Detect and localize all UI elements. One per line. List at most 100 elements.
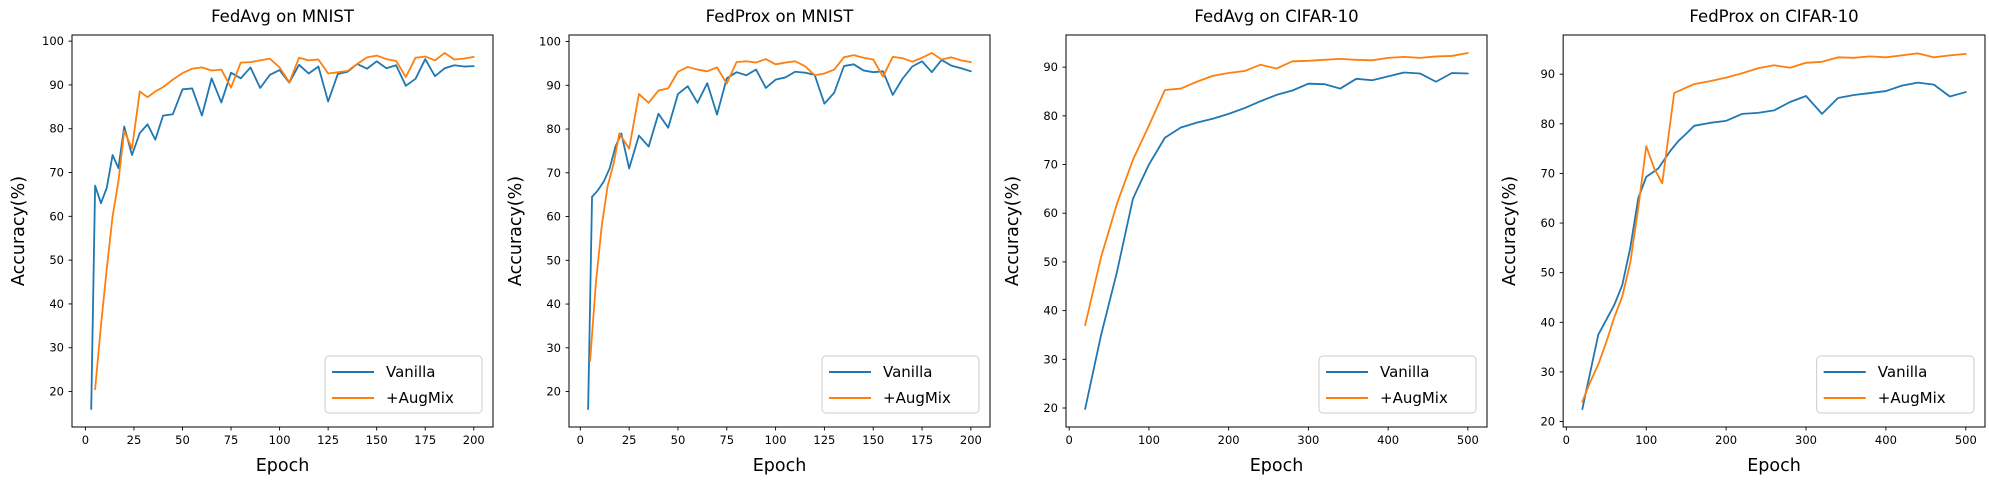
y-tick-label: 20 [546,385,561,399]
y-tick-label: 30 [546,341,561,355]
legend-label: +AugMix [1878,389,1946,407]
x-axis-label: Epoch [1747,456,1801,476]
chart-svg-fedprox-mnist: 0 25 50 75 100 125 150 175 200 20 30 40 50 60 70 80 90 10… [506,7,991,476]
y-tick-label: 90 [1043,60,1058,74]
y-tick-label: 50 [546,253,561,267]
x-tick-label: 25 [127,433,142,447]
y-tick-label: 90 [546,78,561,92]
y-tick-label: 100 [42,34,64,48]
legend-label: +AugMix [1380,389,1448,407]
y-axis-label: Accuracy(%) [506,176,526,286]
series-line-augmix [1084,52,1469,327]
y-tick-label: 40 [1540,315,1555,329]
y-tick-label: 60 [49,209,64,223]
x-tick-label: 200 [1715,433,1737,447]
x-axis-label: Epoch [1250,456,1304,476]
y-tick-label: 70 [1043,158,1058,172]
x-tick-label: 300 [1795,433,1817,447]
legend: Vanilla +AugMix [1816,355,1975,414]
x-tick-label: 125 [317,433,339,447]
x-tick-label: 75 [719,433,734,447]
x-tick-label: 125 [813,433,835,447]
y-tick-label: 20 [1043,401,1058,415]
y-tick-label: 20 [49,385,64,399]
series-line-vanilla [1084,71,1469,410]
legend: Vanilla +AugMix [821,355,980,414]
plot-area [71,34,494,428]
y-tick-label: 60 [1540,216,1555,230]
x-tick-label: 0 [1563,433,1570,447]
x-tick-label: 400 [1875,433,1897,447]
chart-title: FedAvg on CIFAR-10 [1194,7,1358,26]
x-tick-label: 500 [1457,433,1479,447]
x-tick-label: 0 [82,433,89,447]
legend-label: Vanilla [883,363,933,381]
x-tick-label: 100 [765,433,787,447]
x-tick-label: 175 [414,433,436,447]
series-line-vanilla [1581,81,1967,411]
chart-fedprox-mnist: 0 25 50 75 100 125 150 175 200 20 30 40 50 60 70 80 90 10… [497,0,994,490]
y-tick-label: 80 [546,122,561,136]
series-line-vanilla [587,59,972,410]
x-tick-label: 150 [862,433,884,447]
x-tick-label: 50 [175,433,190,447]
chart-title: FedAvg on MNIST [211,7,355,26]
y-tick-label: 30 [1043,352,1058,366]
y-tick-label: 30 [1540,365,1555,379]
legend-label: Vanilla [386,363,436,381]
x-tick-label: 200 [463,433,485,447]
chart-fedprox-cifar10: 0 100 200 300 400 500 20 30 40 50 60 70 80 90 FedProx … [1491,0,1989,490]
y-tick-label: 50 [49,253,64,267]
y-axis-label: Accuracy(%) [1500,176,1520,286]
chart-fedavg-cifar10: 0 100 200 300 400 500 20 30 40 50 60 70 80 90 FedAvg o… [994,0,1491,490]
chart-svg-fedavg-mnist: 0 25 50 75 100 125 150 175 200 20 30 40 50 60 70 80 90 10… [9,7,494,476]
x-tick-label: 200 [960,433,982,447]
chart-fedavg-mnist: 0 25 50 75 100 125 150 175 200 20 30 40 50 60 70 80 90 10… [0,0,497,490]
x-tick-label: 100 [1138,433,1160,447]
y-tick-label: 100 [539,35,561,49]
y-tick-label: 30 [49,341,64,355]
chart-svg-fedprox-cifar10: 0 100 200 300 400 500 20 30 40 50 60 70 80 90 FedProx … [1500,7,1986,476]
chart-svg-fedavg-cifar10: 0 100 200 300 400 500 20 30 40 50 60 70 80 90 FedAvg o… [1003,7,1488,476]
x-axis-label: Epoch [753,456,807,476]
y-axis-label: Accuracy(%) [9,176,29,286]
y-tick-label: 80 [1540,117,1555,131]
x-tick-label: 50 [671,433,686,447]
series-line-augmix [589,52,972,362]
series-line-augmix [1581,52,1967,403]
x-tick-label: 25 [622,433,637,447]
x-tick-label: 0 [577,433,584,447]
y-tick-label: 60 [546,210,561,224]
series-line-augmix [94,52,475,391]
x-tick-label: 75 [224,433,239,447]
legend-label: Vanilla [1380,363,1430,381]
chart-title: FedProx on MNIST [706,7,855,26]
y-tick-label: 20 [1540,415,1555,429]
y-axis-label: Accuracy(%) [1003,176,1023,286]
y-tick-label: 80 [49,122,64,136]
chart-title: FedProx on CIFAR-10 [1689,7,1858,26]
y-tick-label: 40 [1043,304,1058,318]
x-tick-label: 175 [911,433,933,447]
y-tick-label: 90 [1540,67,1555,81]
plot-area [568,34,991,428]
plot-area [1065,34,1488,428]
x-tick-label: 500 [1955,433,1977,447]
x-axis-label: Epoch [256,456,310,476]
y-tick-label: 60 [1043,206,1058,220]
y-tick-label: 90 [49,78,64,92]
y-tick-label: 80 [1043,109,1058,123]
x-tick-label: 200 [1218,433,1240,447]
plot-area [1562,34,1986,428]
y-tick-label: 40 [49,297,64,311]
legend-label: +AugMix [883,389,951,407]
legend-label: +AugMix [386,389,454,407]
legend-label: Vanilla [1878,363,1928,381]
x-tick-label: 300 [1297,433,1319,447]
x-tick-label: 0 [1066,433,1073,447]
x-tick-label: 400 [1377,433,1399,447]
y-tick-label: 50 [1540,266,1555,280]
series-line-vanilla [90,58,475,410]
x-tick-label: 150 [366,433,388,447]
